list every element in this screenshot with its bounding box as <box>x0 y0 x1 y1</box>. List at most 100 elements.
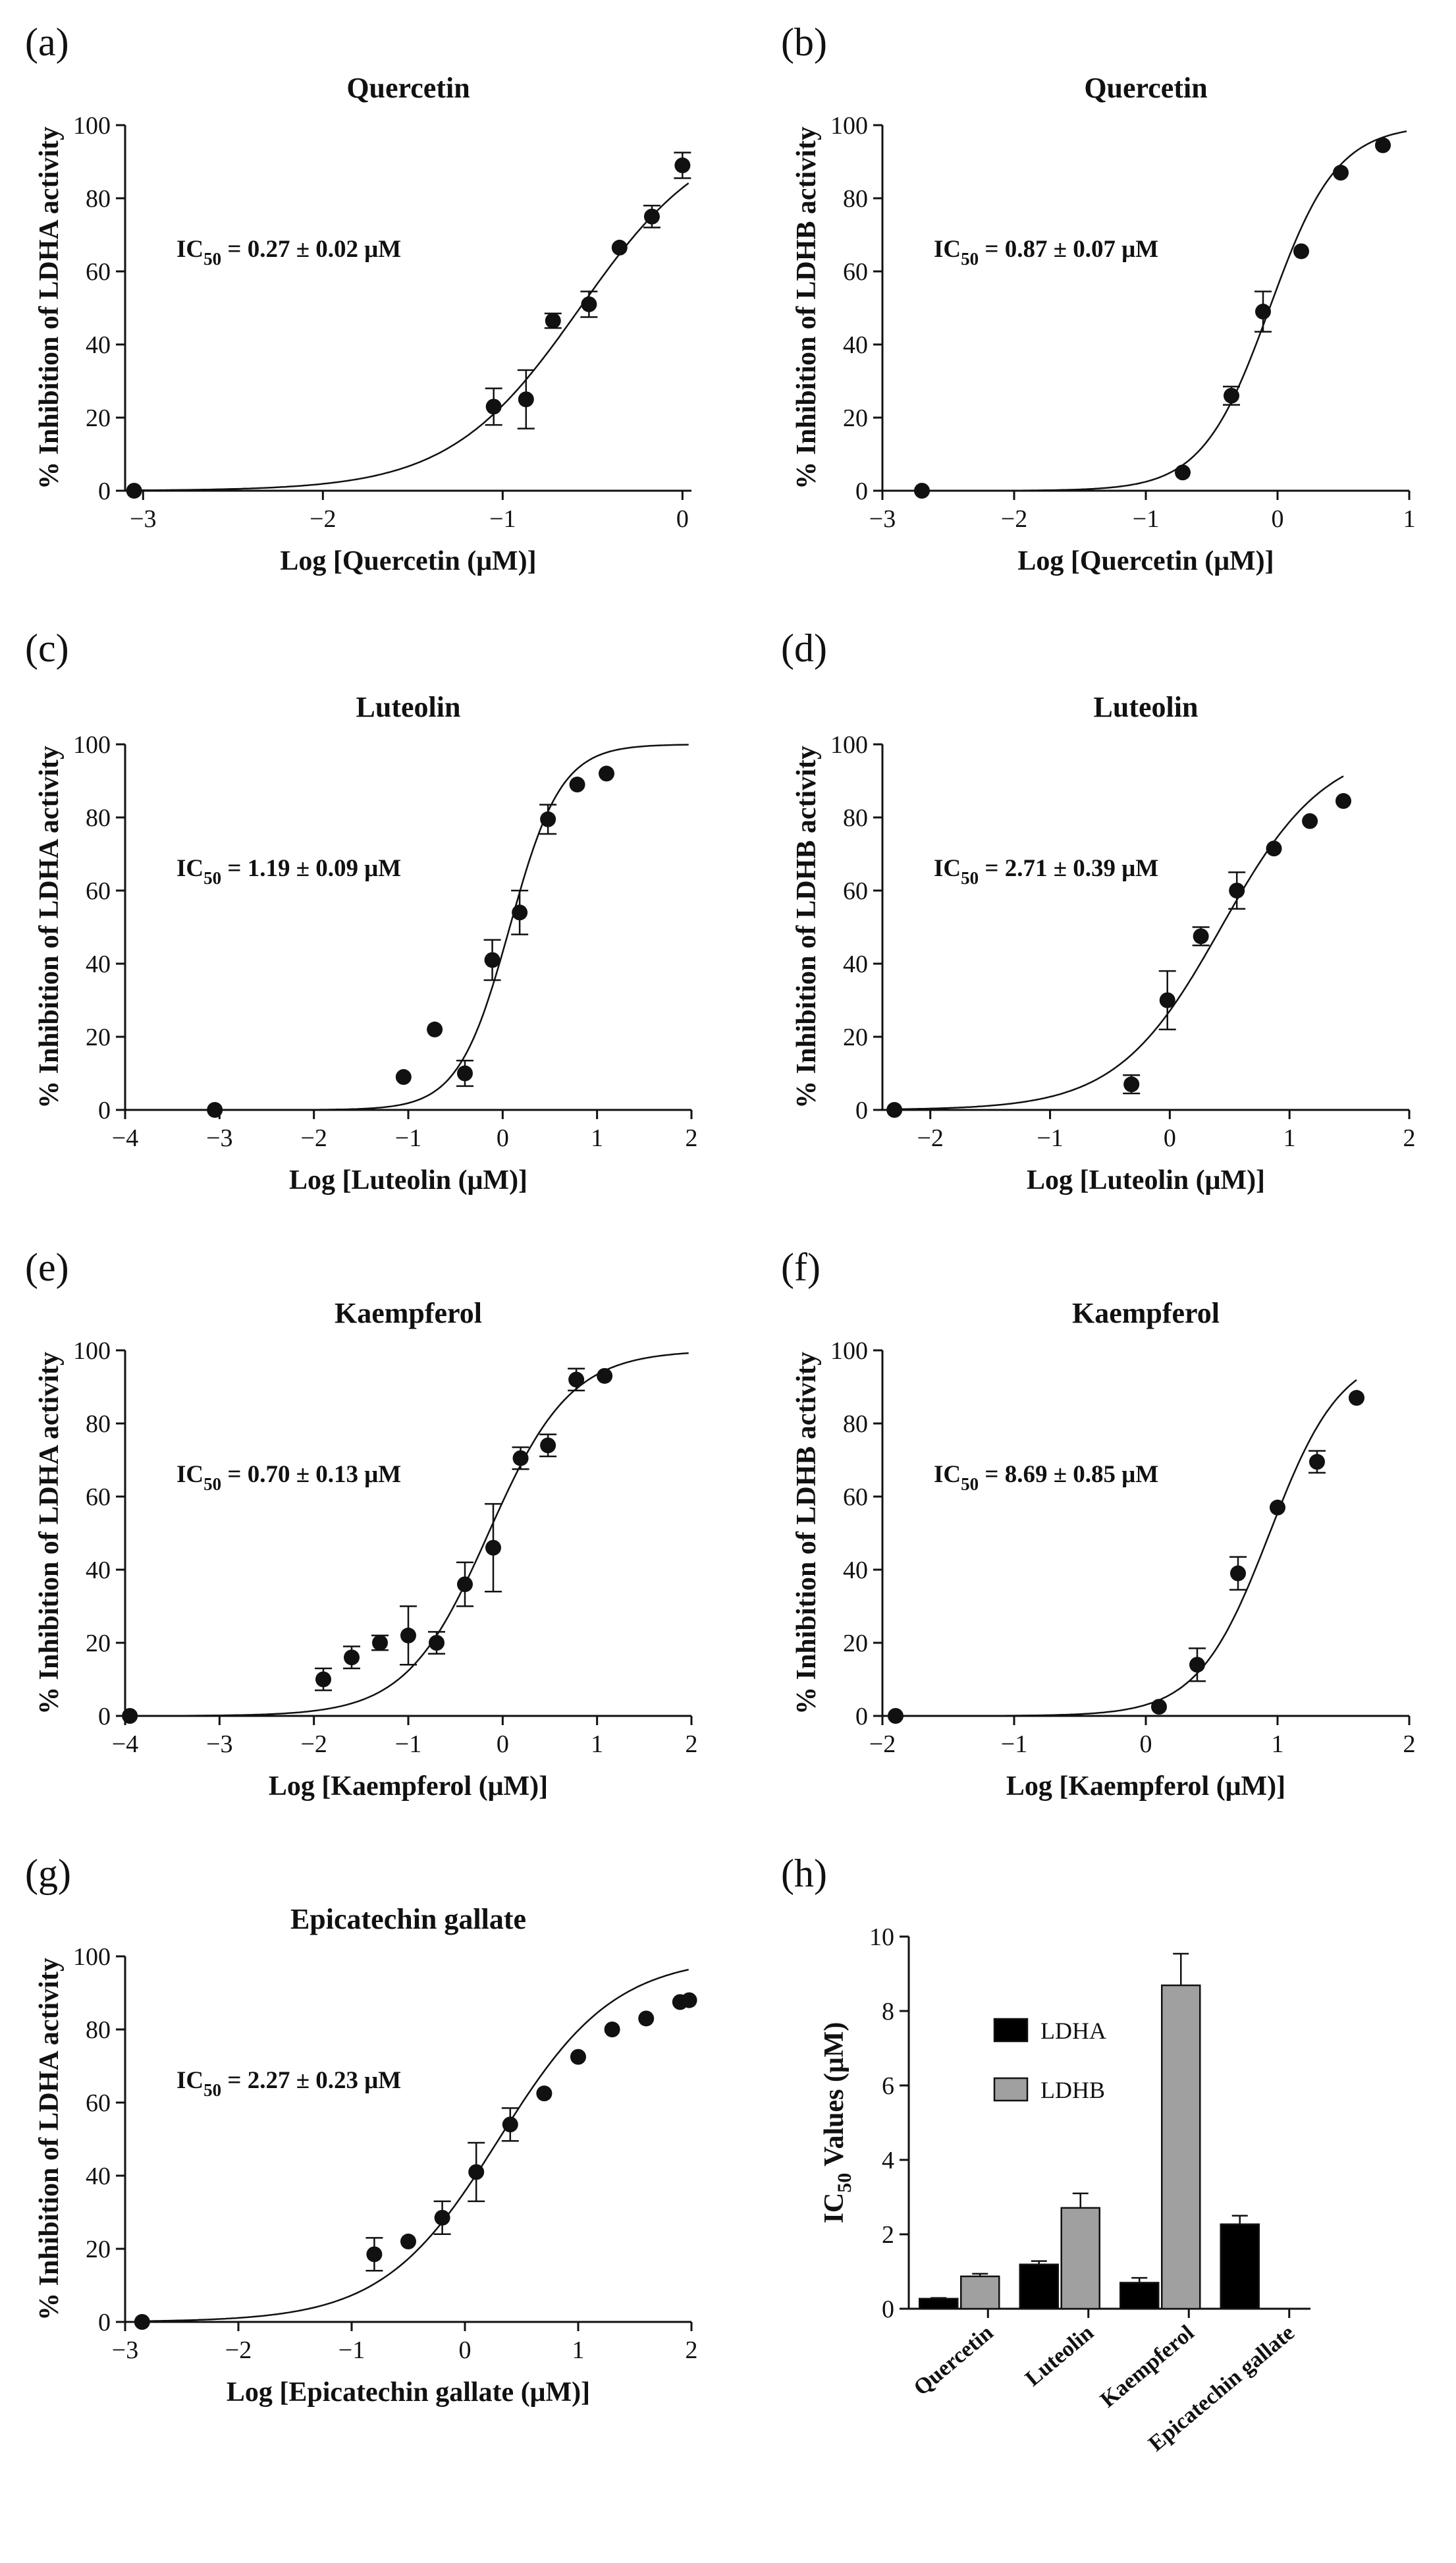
panel-label-h: (h) <box>781 1852 827 1895</box>
y-axis-title: % Inhibition of LDHB activity <box>792 1352 822 1715</box>
y-tick-label: 100 <box>830 112 868 140</box>
y-tick-label: 2 <box>882 2221 894 2249</box>
data-point <box>400 1627 416 1643</box>
category-label: Quercetin <box>909 2321 998 2400</box>
y-tick-label: 80 <box>86 2016 111 2044</box>
x-tick-label: −3 <box>112 2336 138 2364</box>
chart-title: Luteolin <box>1094 691 1199 723</box>
ic50-prefix: IC <box>176 855 203 882</box>
fit-curve <box>893 1379 1357 1717</box>
data-point <box>484 952 500 968</box>
ic50-annotation: IC50 = 0.87 ± 0.07 μM <box>934 236 1158 269</box>
chart-title: Luteolin <box>356 691 461 723</box>
data-point <box>1189 1657 1205 1673</box>
bar-ldha <box>1220 2223 1260 2310</box>
ic50-subscript: 50 <box>203 2080 221 2100</box>
data-point <box>1333 165 1349 181</box>
fit-curve <box>136 744 689 1111</box>
y-tick-label: 0 <box>855 478 868 505</box>
data-point <box>681 1992 697 2008</box>
x-tick-label: 0 <box>459 2336 472 2364</box>
y-axis-title-suffix: Values (μM) <box>819 2022 849 2173</box>
x-axis-title: Log [Luteolin (μM)] <box>289 1165 527 1196</box>
y-tick-label: 40 <box>86 1557 111 1584</box>
x-tick-label: 1 <box>1272 1730 1284 1758</box>
data-point <box>1159 992 1175 1008</box>
y-tick-label: 100 <box>830 731 868 759</box>
y-tick-label: 0 <box>882 2296 894 2323</box>
data-point <box>1224 387 1239 404</box>
data-point <box>674 157 691 174</box>
chart-a-quercetin-ldha: Quercetin 0 20 40 60 80 100 −3 −2 −1 0 Log [Quercet… <box>34 72 691 576</box>
data-point <box>502 2116 518 2133</box>
x-tick-label: −1 <box>489 505 516 533</box>
bar-ldhb <box>1161 1984 1201 2310</box>
y-axis-title: % Inhibition of LDHB activity <box>792 126 822 489</box>
x-tick-label: −4 <box>112 1124 138 1152</box>
y-tick-label: 20 <box>843 1024 868 1051</box>
chart-b-quercetin-ldhb: Quercetin 0 20 40 60 80 100 −3 −2 −1 0 1 Log [Querce… <box>792 72 1416 576</box>
fit-curve <box>893 130 1407 492</box>
ic50-prefix: IC <box>934 855 961 882</box>
fit-curve <box>136 1968 689 2323</box>
y-axis-title: % Inhibition of LDHB activity <box>792 746 822 1109</box>
data-point <box>540 811 556 827</box>
data-point <box>315 1671 331 1688</box>
y-tick-label: 20 <box>86 1024 111 1051</box>
bar-ldhb <box>960 2275 1000 2310</box>
x-tick-label: 0 <box>676 505 689 533</box>
y-tick-label: 40 <box>843 1557 868 1584</box>
fit-curve <box>893 775 1344 1111</box>
y-tick-label: 60 <box>843 877 868 905</box>
ic50-value: = 2.27 ± 0.23 μM <box>221 2067 401 2094</box>
x-tick-label: −2 <box>300 1730 327 1758</box>
fit-curve <box>136 182 689 491</box>
data-point <box>1229 883 1245 898</box>
panel-label-g: (g) <box>25 1852 71 1895</box>
data-point <box>1335 793 1351 810</box>
y-tick-label: 80 <box>843 1410 868 1438</box>
x-tick-label: 2 <box>686 1730 698 1758</box>
chart-title: Quercetin <box>346 72 470 104</box>
data-point <box>1309 1454 1325 1470</box>
y-tick-label: 20 <box>86 2236 111 2263</box>
y-tick-label: 0 <box>98 1097 111 1124</box>
panel-label-f: (f) <box>781 1246 821 1289</box>
data-point <box>1123 1076 1140 1093</box>
y-tick-label: 60 <box>86 2089 111 2117</box>
y-tick-label: 40 <box>843 331 868 359</box>
x-tick-label: 1 <box>1403 505 1416 533</box>
y-tick-label: 60 <box>86 1483 111 1511</box>
x-tick-label: 1 <box>1283 1124 1296 1152</box>
legend-swatch-ldhb <box>993 2077 1029 2102</box>
data-point <box>372 1635 388 1651</box>
x-tick-label: 0 <box>497 1730 509 1758</box>
x-tick-label: −3 <box>206 1124 232 1152</box>
ic50-prefix: IC <box>176 1461 203 1488</box>
panel-label-c: (c) <box>25 626 69 670</box>
data-point <box>1302 813 1318 829</box>
ic50-subscript: 50 <box>203 868 221 888</box>
y-tick-label: 80 <box>86 804 111 832</box>
data-point <box>429 1635 445 1651</box>
y-tick-label: 0 <box>98 478 111 505</box>
y-tick-label: 80 <box>843 185 868 213</box>
data-point <box>122 1708 138 1724</box>
data-point <box>366 2246 383 2263</box>
y-tick-label: 80 <box>843 804 868 832</box>
data-point <box>1293 243 1309 260</box>
data-point <box>457 1576 473 1593</box>
data-point <box>568 1371 585 1388</box>
x-tick-label: 2 <box>686 1124 698 1152</box>
y-tick-label: 100 <box>73 731 111 759</box>
data-point <box>427 1021 443 1037</box>
y-tick-label: 0 <box>855 1097 868 1124</box>
y-tick-label: 60 <box>86 258 111 286</box>
data-point <box>1349 1390 1364 1406</box>
data-point <box>888 1708 903 1724</box>
x-tick-label: −4 <box>112 1730 138 1758</box>
y-axis-title: % Inhibition of LDHA activity <box>34 1958 65 2321</box>
x-tick-label: −3 <box>206 1730 232 1758</box>
x-tick-label: 0 <box>1272 505 1284 533</box>
y-tick-label: 100 <box>73 1943 111 1971</box>
